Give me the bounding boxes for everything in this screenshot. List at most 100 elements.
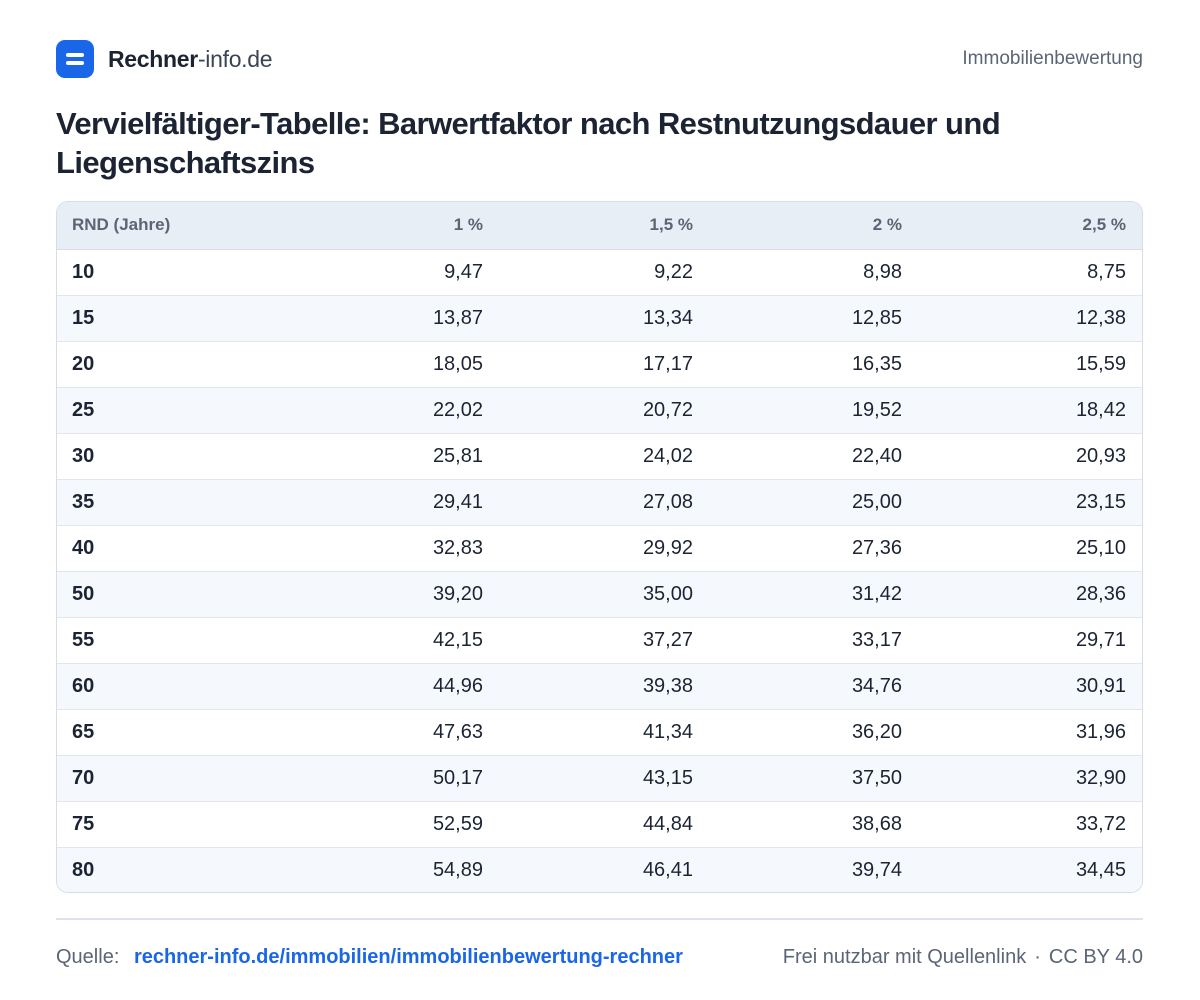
table-cell-factor: 32,90: [918, 754, 1142, 801]
brand[interactable]: Rechner-info.de: [56, 40, 273, 78]
row-label-rnd: 65: [57, 708, 290, 755]
column-header-rate: 2 %: [709, 202, 918, 250]
table-cell-factor: 44,96: [290, 662, 499, 709]
brand-name-light: -info.de: [197, 45, 273, 72]
license: Frei nutzbar mit Quellenlink · CC BY 4.0: [783, 946, 1143, 969]
table-cell-factor: 22,02: [290, 386, 499, 433]
license-name: CC BY 4.0: [1048, 945, 1143, 968]
table-cell-factor: 39,38: [499, 662, 709, 709]
table-row: 30 25,81 24,02 22,40 20,93: [57, 432, 1142, 479]
vervielfaeltiger-table: RND (Jahre) 1 % 1,5 % 2 % 2,5 % 10 9,47 9,22 8,…: [57, 202, 1142, 892]
row-label-rnd: 25: [57, 386, 290, 433]
category-label: Immobilienbewertung: [962, 48, 1143, 69]
column-header-rate: 1,5 %: [499, 202, 709, 250]
row-label-rnd: 10: [72, 260, 95, 283]
table-row: 80 54,89 46,41 39,74 34,45: [57, 846, 1142, 892]
table-cell-factor: 25,81: [290, 432, 499, 479]
row-label-rnd: 35: [57, 478, 290, 525]
source: Quelle: rechner-info.de/immobilien/immob…: [56, 946, 683, 969]
table-cell-factor: 13,87: [290, 294, 499, 341]
table-cell-factor: 31,96: [918, 708, 1142, 755]
table-cell-factor: 20,93: [918, 432, 1142, 479]
footer: Quelle: rechner-info.de/immobilien/immob…: [56, 942, 1143, 972]
table-cell-factor: 34,76: [709, 662, 918, 709]
table-row: 40 32,83 29,92 27,36 25,10: [57, 524, 1142, 571]
table-cell-factor: 20,72: [499, 386, 709, 433]
row-label-rnd: 75: [57, 800, 290, 847]
table-cell-factor: 24,02: [499, 432, 709, 479]
table-cell-factor: 33,72: [918, 800, 1142, 847]
footer-divider: [56, 918, 1143, 920]
table-cell-factor: 39,20: [290, 570, 499, 617]
table-cell-factor: 42,15: [290, 616, 499, 663]
table-cell-factor: 29,71: [918, 616, 1142, 663]
table-cell-factor: 19,52: [709, 386, 918, 433]
table-cell-factor: 8,98: [863, 260, 902, 283]
table-cell-factor: 34,45: [918, 846, 1142, 892]
table-cell-factor: 37,50: [709, 754, 918, 801]
row-label-rnd: 60: [57, 662, 290, 709]
table-cell-factor: 44,84: [499, 800, 709, 847]
table-cell-factor: 46,41: [499, 846, 709, 892]
table-header-row: RND (Jahre) 1 % 1,5 % 2 % 2,5 %: [57, 202, 1142, 250]
logo-icon: [56, 40, 94, 78]
table-cell-factor: 29,92: [499, 524, 709, 571]
table-row: 25 22,02 20,72 19,52 18,42: [57, 386, 1142, 433]
table-cell-factor: 39,74: [709, 846, 918, 892]
data-table-container: RND (Jahre) 1 % 1,5 % 2 % 2,5 % 10 9,47 9,22 8,…: [56, 201, 1143, 893]
source-label: Quelle:: [56, 945, 120, 968]
table-cell-factor: 35,00: [499, 570, 709, 617]
brand-name-strong: Rechner: [108, 45, 198, 72]
row-label-rnd: 40: [57, 524, 290, 571]
table-cell-factor: 38,68: [709, 800, 918, 847]
table-cell-factor: 54,89: [290, 846, 499, 892]
table-cell-factor: 29,41: [290, 478, 499, 525]
table-cell-factor: 16,35: [709, 340, 918, 387]
table-cell-factor: 12,85: [709, 294, 918, 341]
table-cell-factor: 32,83: [290, 524, 499, 571]
table-cell-factor: 18,42: [918, 386, 1142, 433]
table-cell-factor: 47,63: [290, 708, 499, 755]
table-cell-factor: 23,15: [918, 478, 1142, 525]
table-cell-factor: 22,40: [709, 432, 918, 479]
table-cell-factor: 36,20: [709, 708, 918, 755]
row-label-rnd: 20: [57, 340, 290, 387]
table-row: 55 42,15 37,27 33,17 29,71: [57, 616, 1142, 663]
source-link[interactable]: rechner-info.de/immobilien/immobilienbew…: [133, 945, 683, 968]
table-row: 50 39,20 35,00 31,42 28,36: [57, 570, 1142, 617]
page-title: Vervielfältiger-Tabelle: Barwertfaktor n…: [56, 106, 1001, 180]
table-row: 75 52,59 44,84 38,68 33,72: [57, 800, 1142, 847]
table-cell-factor: 9,22: [654, 260, 693, 283]
table-row: 15 13,87 13,34 12,85 12,38: [57, 294, 1142, 341]
row-label-rnd: 50: [57, 570, 290, 617]
brand-name: Rechner-info.de: [108, 45, 273, 73]
table-cell-factor: 52,59: [290, 800, 499, 847]
table-cell-factor: 28,36: [918, 570, 1142, 617]
table-row: 60 44,96 39,38 34,76 30,91: [57, 662, 1142, 709]
table-row: 10 9,47 9,22 8,98 8,75: [57, 249, 1142, 295]
table-cell-factor: 25,00: [709, 478, 918, 525]
row-label-rnd: 30: [57, 432, 290, 479]
license-separator: ·: [1034, 945, 1041, 968]
table-cell-factor: 31,42: [709, 570, 918, 617]
table-cell-factor: 9,47: [444, 260, 483, 283]
license-text: Frei nutzbar mit Quellenlink: [782, 945, 1027, 968]
column-header-rnd: RND (Jahre): [57, 202, 290, 250]
table-row: 35 29,41 27,08 25,00 23,15: [57, 478, 1142, 525]
table-row: 70 50,17 43,15 37,50 32,90: [57, 754, 1142, 801]
column-header-rate: 2,5 %: [918, 202, 1142, 250]
table-body: 10 9,47 9,22 8,98 8,75 15 13,87 13,34 12,85 12,38…: [57, 249, 1142, 892]
row-label-rnd: 15: [57, 294, 290, 341]
site-header: Rechner-info.de Immobilienbewertung: [56, 40, 1143, 78]
table-cell-factor: 30,91: [918, 662, 1142, 709]
row-label-rnd: 55: [57, 616, 290, 663]
table-cell-factor: 43,15: [499, 754, 709, 801]
row-label-rnd: 80: [57, 846, 290, 892]
table-row: 65 47,63 41,34 36,20 31,96: [57, 708, 1142, 755]
table-row: 20 18,05 17,17 16,35 15,59: [57, 340, 1142, 387]
table-cell-factor: 12,38: [918, 294, 1142, 341]
table-cell-factor: 27,36: [709, 524, 918, 571]
table-cell-factor: 50,17: [290, 754, 499, 801]
table-cell-factor: 18,05: [290, 340, 499, 387]
